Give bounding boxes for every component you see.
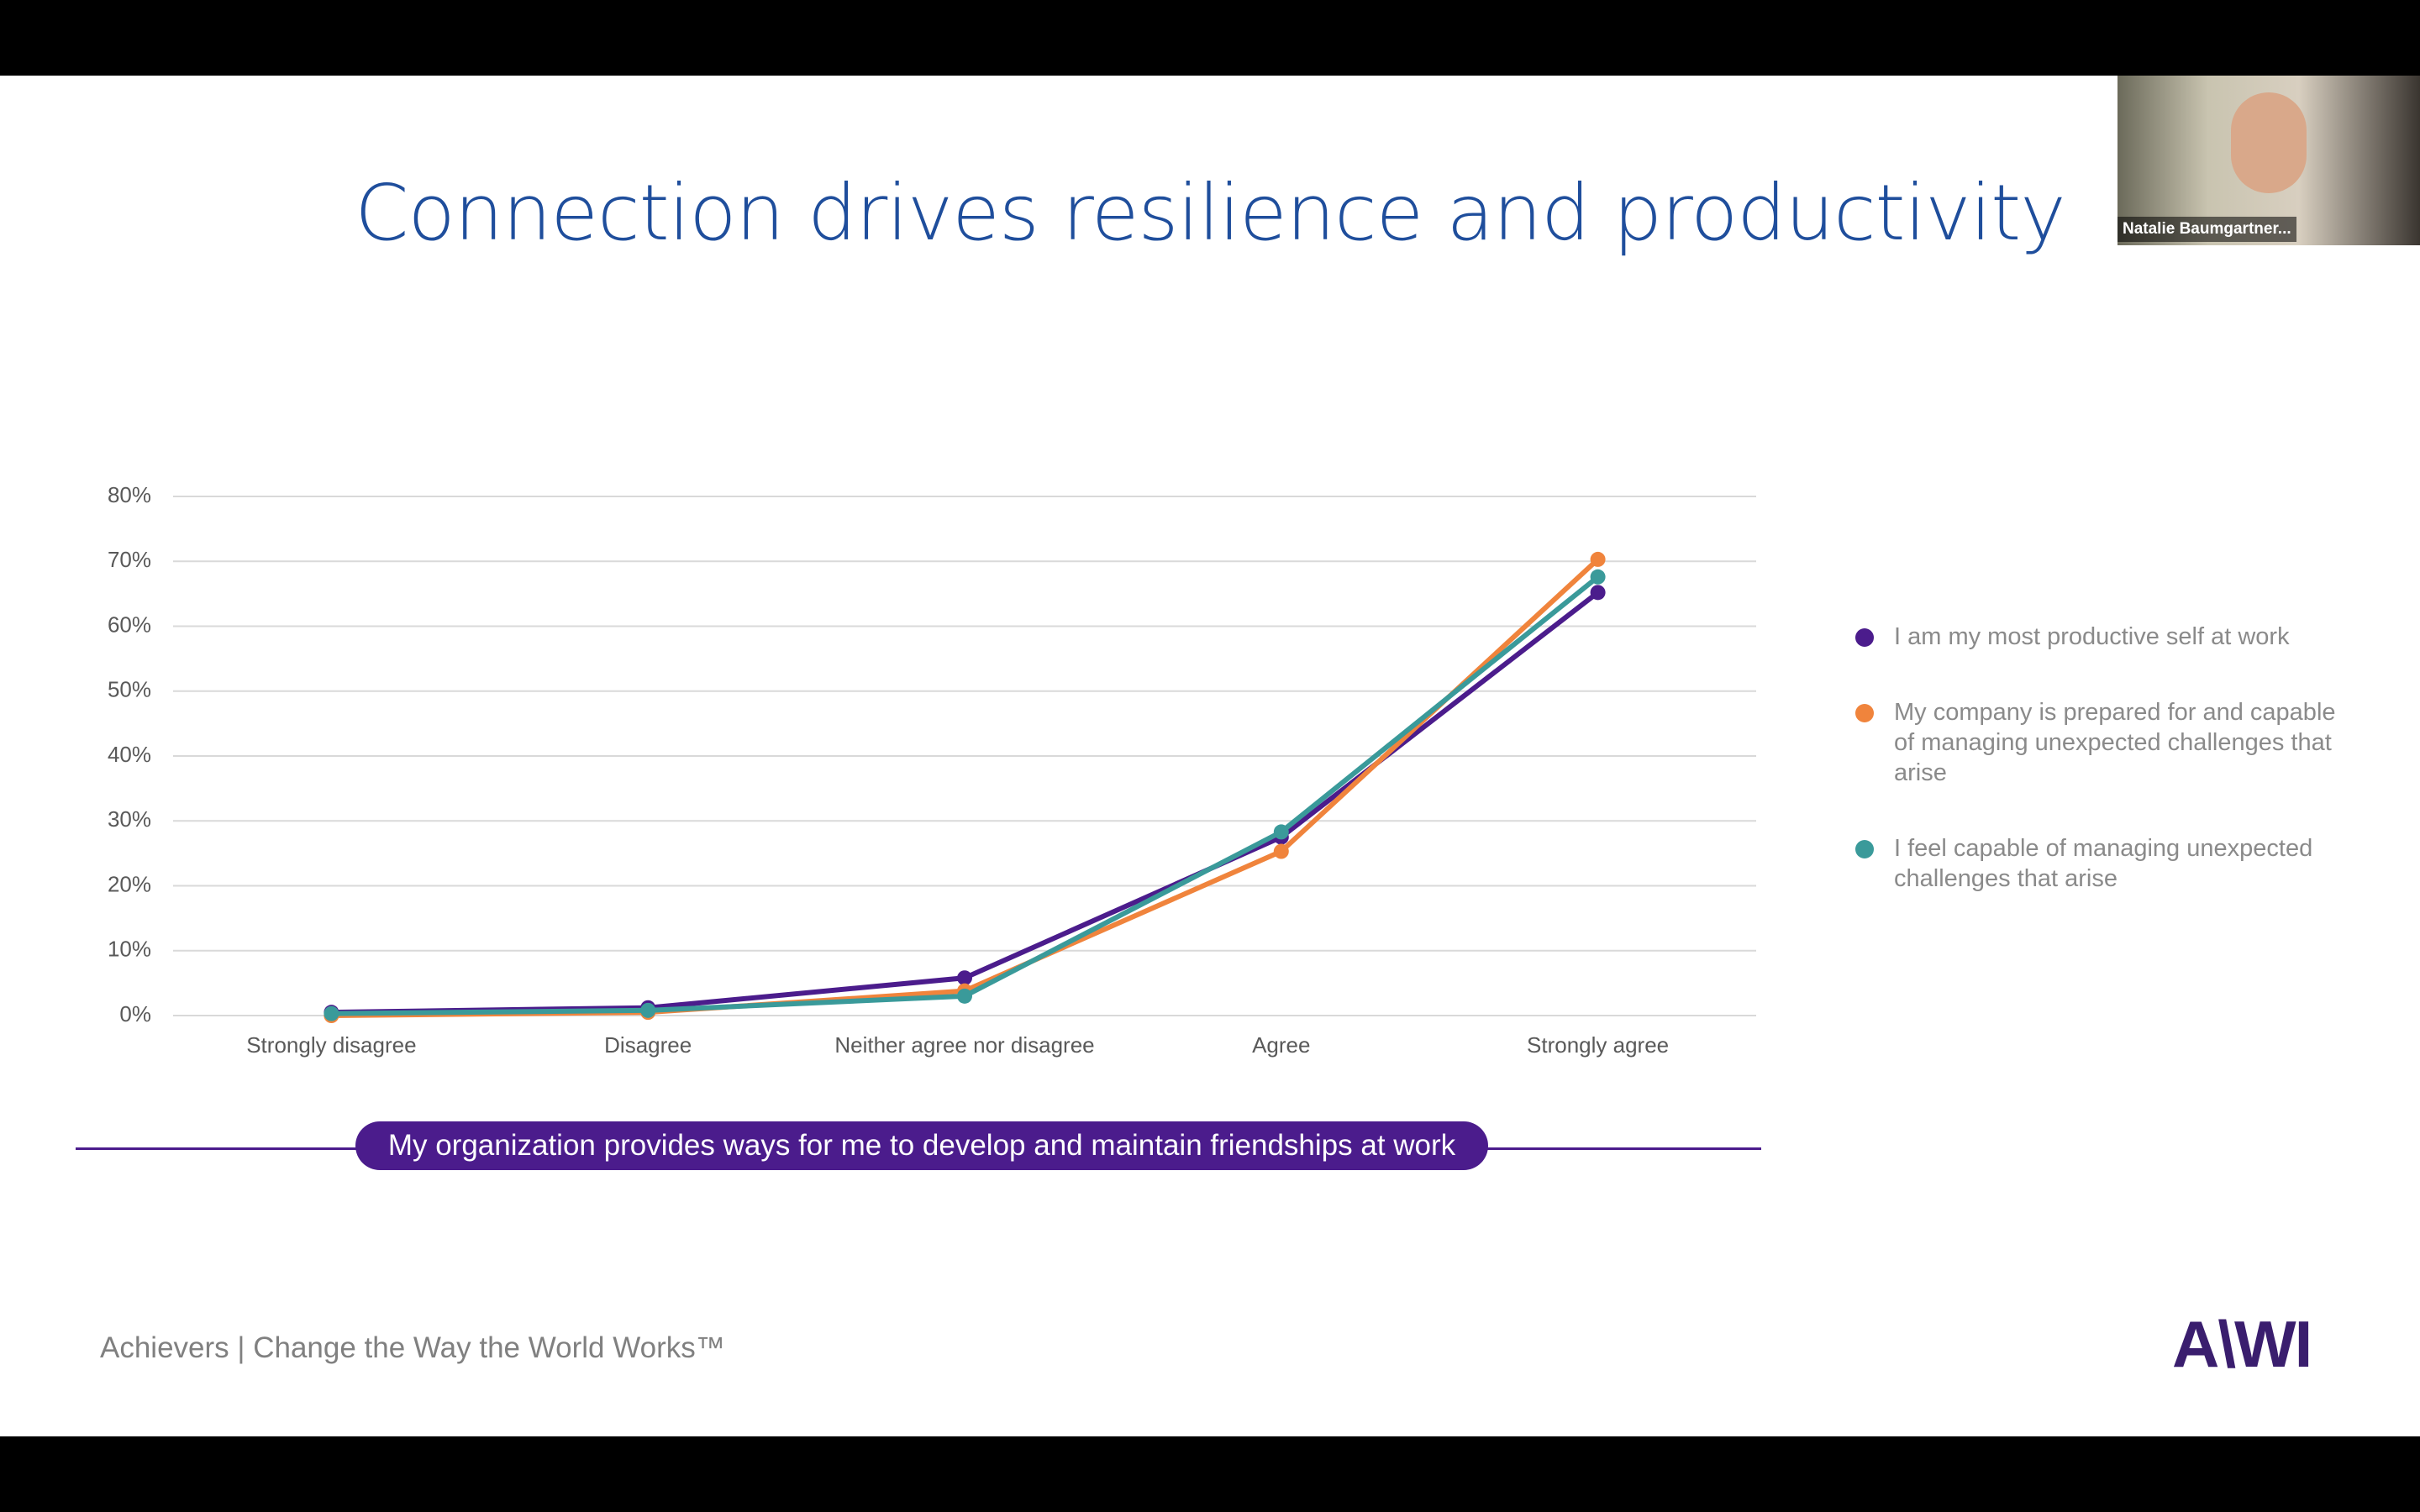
legend-label: I am my most productive self at work <box>1894 623 2290 650</box>
y-tick-label: 60% <box>108 612 151 637</box>
legend-marker <box>1855 840 1874 858</box>
data-point <box>957 970 972 986</box>
y-tick-label: 10% <box>108 937 151 962</box>
x-tick-label: Strongly disagree <box>246 1032 416 1058</box>
webcam-name: Natalie Baumgartner... <box>2118 217 2296 242</box>
data-point <box>1590 551 1606 567</box>
data-point <box>324 1005 339 1021</box>
x-tick-label: Disagree <box>604 1032 692 1058</box>
webcam-face <box>2231 92 2307 193</box>
slide: Connection drives resilience and product… <box>0 76 2420 1436</box>
legend-marker <box>1855 628 1874 647</box>
footer: Achievers | Change the Way the World Wor… <box>100 1331 725 1364</box>
legend-label: I feel capable of managing unexpected ch… <box>1894 835 2313 892</box>
series-line <box>331 557 1600 1018</box>
webcam: Natalie Baumgartner... <box>2118 76 2420 245</box>
legend-item: I am my most productive self at work <box>1849 622 2353 652</box>
legend-item: I feel capable of managing unexpected ch… <box>1849 833 2353 894</box>
x-tick-label: Strongly agree <box>1527 1032 1669 1058</box>
data-point <box>640 1002 656 1018</box>
logo: A\WI <box>2172 1307 2312 1381</box>
y-tick-label: 40% <box>108 742 151 767</box>
legend-label: My company is prepared for and capable o… <box>1894 699 2336 786</box>
x-tick-label: Neither agree nor disagree <box>834 1032 1094 1058</box>
chart: 0% 10% 20% 30% 40% 50% 60% 70% 80% Strongly disag… <box>108 482 1756 1058</box>
data-point <box>1590 569 1606 585</box>
series-line <box>331 575 1600 1016</box>
y-tick-label: 20% <box>108 871 151 896</box>
slide-title: Connection drives resilience and product… <box>355 168 2065 258</box>
y-tick-label: 80% <box>108 482 151 507</box>
y-tick-label: 70% <box>108 547 151 572</box>
data-point <box>1273 843 1289 859</box>
data-point <box>1273 824 1289 840</box>
y-tick-label: 30% <box>108 806 151 832</box>
series-line <box>331 590 1600 1016</box>
data-point <box>957 988 972 1004</box>
x-tick-label: Agree <box>1252 1032 1310 1058</box>
legend-item: My company is prepared for and capable o… <box>1849 697 2353 788</box>
legend: I am my most productive self at work My c… <box>1849 622 2353 939</box>
y-tick-label: 0% <box>119 1001 151 1026</box>
legend-marker <box>1855 704 1874 722</box>
banner: My organization provides ways for me to … <box>355 1121 1488 1170</box>
y-tick-label: 50% <box>108 677 151 702</box>
data-point <box>1590 585 1606 601</box>
